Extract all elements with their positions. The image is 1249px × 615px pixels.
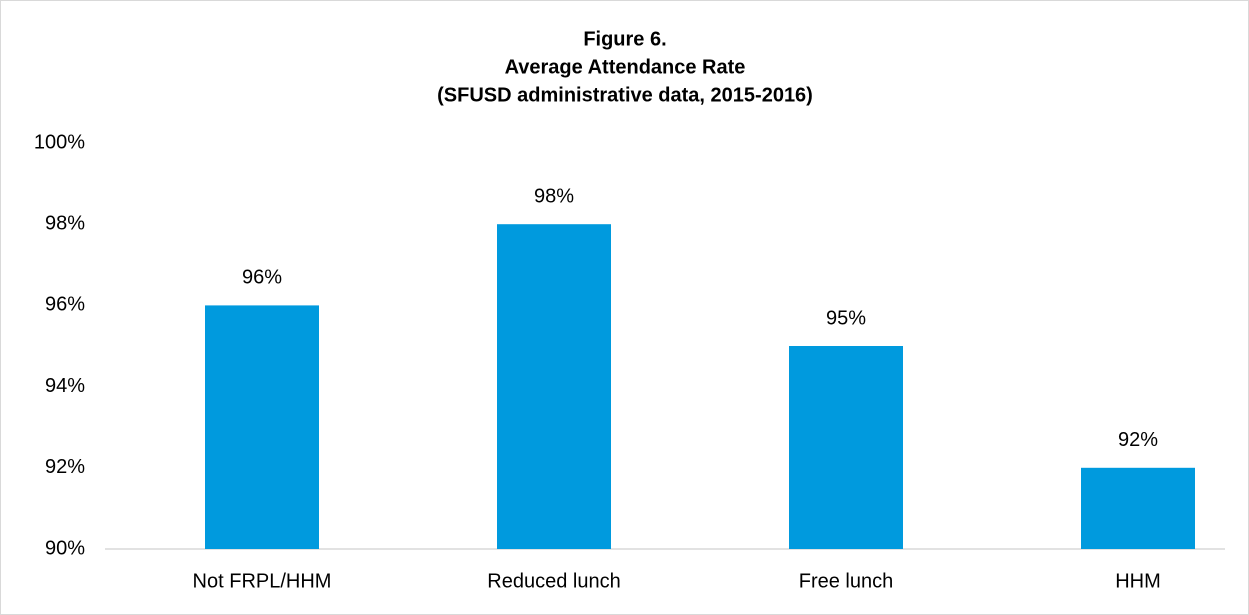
chart-title: Average Attendance Rate [505,56,746,78]
chart-title: Figure 6. [583,28,666,50]
y-tick-label: 92% [45,456,85,478]
x-tick-label: Not FRPL/HHM [193,570,332,592]
bar [205,305,319,549]
bar [1081,467,1195,549]
data-label: 96% [242,267,282,289]
y-tick-label: 100% [34,131,85,153]
data-label: 95% [826,307,866,329]
bar [789,346,903,549]
chart-title: (SFUSD administrative data, 2015-2016) [437,84,813,106]
y-tick-label: 96% [45,294,85,316]
x-tick-label: Reduced lunch [487,570,620,592]
y-tick-label: 98% [45,212,85,234]
x-tick-label: Free lunch [799,570,894,592]
x-tick-label: HHM [1115,570,1161,592]
y-tick-label: 90% [45,537,85,559]
data-label: 92% [1118,429,1158,451]
y-tick-label: 94% [45,375,85,397]
data-label: 98% [534,185,574,207]
bar [497,224,611,549]
